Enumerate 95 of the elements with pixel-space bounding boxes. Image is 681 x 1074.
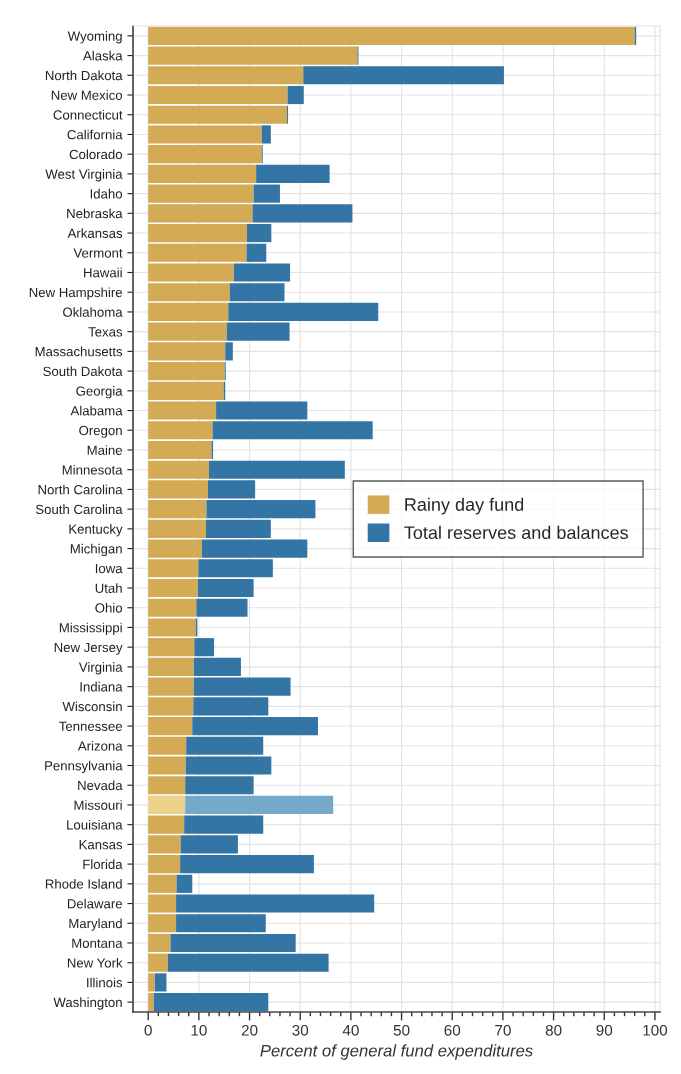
y-tick-label: Kansas <box>79 840 123 850</box>
bar <box>148 795 186 815</box>
bar <box>197 578 254 598</box>
legend-label: Total reserves and balances <box>404 525 628 540</box>
bar <box>205 519 271 538</box>
y-tick-label: Connecticut <box>53 109 123 120</box>
y-tick-label: Louisiana <box>67 819 123 830</box>
y-tick-label: Washington <box>53 997 122 1010</box>
bar <box>287 85 304 105</box>
bar <box>228 302 379 322</box>
y-tick-label: Indiana <box>80 681 123 692</box>
bar <box>148 85 288 105</box>
y-tick-label: Utah <box>95 583 122 593</box>
y-tick-label: Montana <box>72 938 123 948</box>
y-tick-label: Mississippi <box>59 622 122 635</box>
y-tick-label: Iowa <box>95 564 123 574</box>
bar <box>148 716 193 736</box>
y-tick-label: Georgia <box>76 386 123 399</box>
x-tick-label: 70 <box>495 1024 511 1036</box>
y-tick-label: Maine <box>87 445 122 455</box>
y-tick-label: Minnesota <box>62 464 123 475</box>
y-tick-label: Delaware <box>67 898 122 909</box>
y-tick-label: Wisconsin <box>62 701 122 712</box>
y-tick-label: Oregon <box>79 425 122 438</box>
bar <box>148 500 207 519</box>
x-tick-label: 0 <box>144 1024 152 1036</box>
bar <box>206 500 316 519</box>
y-tick-label: New Hampshire <box>29 287 122 300</box>
bar <box>148 519 206 538</box>
y-tick-label: Colorado <box>69 149 123 160</box>
bar <box>148 362 225 381</box>
legend-label: Rainy day fund <box>405 497 524 515</box>
y-tick-label: Pennsylvania <box>45 760 123 774</box>
x-tick-label: 80 <box>545 1024 562 1036</box>
bar <box>153 993 269 1012</box>
bar <box>148 855 181 874</box>
bar <box>148 26 635 45</box>
bar <box>193 657 241 676</box>
y-tick-label: Florida <box>83 859 123 870</box>
bar <box>148 302 229 322</box>
x-tick-label: 60 <box>444 1024 461 1036</box>
y-tick-label: Oklahoma <box>63 307 123 317</box>
x-tick-label: 90 <box>596 1024 613 1036</box>
y-tick-label: Alabama <box>70 405 123 416</box>
y-tick-label: Texas <box>88 327 123 337</box>
y-tick-label: New York <box>67 957 123 968</box>
y-tick-label: South Dakota <box>43 366 123 377</box>
x-tick-label: 100 <box>643 1024 668 1036</box>
bar <box>180 855 314 874</box>
y-tick-label: Missouri <box>74 800 122 810</box>
bar <box>256 164 330 183</box>
y-tick-label: Nebraska <box>67 208 123 219</box>
bar <box>170 933 296 953</box>
x-tick-label: 50 <box>393 1024 410 1036</box>
y-tick-label: West Virginia <box>45 169 123 182</box>
y-tick-label: Rhode Island <box>45 879 122 889</box>
x-tick-label: 20 <box>241 1024 258 1036</box>
y-tick-label: Vermont <box>73 248 123 258</box>
y-tick-label: Nevada <box>78 780 123 791</box>
y-tick-label: Michigan <box>70 543 122 557</box>
y-tick-label: Maryland <box>69 918 122 931</box>
y-tick-label: North Dakota <box>45 70 123 81</box>
y-tick-label: Ohio <box>95 602 123 613</box>
x-axis-title: Percent of general fund expenditures <box>260 1044 533 1060</box>
bar <box>154 973 167 992</box>
bar <box>192 716 318 736</box>
y-tick-label: Alaska <box>83 50 123 61</box>
bar <box>148 993 154 1012</box>
y-tick-label: Arizona <box>77 741 123 751</box>
y-tick-label: New Jersey <box>54 642 123 655</box>
y-tick-label: Massachusetts <box>35 346 123 357</box>
bar <box>148 933 171 953</box>
y-tick-label: Illinois <box>87 977 123 988</box>
x-tick-label: 40 <box>342 1024 359 1036</box>
bar <box>148 578 198 598</box>
y-tick-label: Idaho <box>90 188 123 199</box>
bar <box>148 440 212 460</box>
bar <box>148 657 194 676</box>
y-tick-label: Hawaii <box>84 267 122 278</box>
y-tick-label: Tennessee <box>59 721 122 731</box>
bar <box>167 953 329 972</box>
y-tick-label: New Mexico <box>51 90 123 100</box>
bar <box>247 223 272 243</box>
y-tick-label: Arkansas <box>67 228 123 238</box>
y-tick-label: North Carolina <box>38 484 123 495</box>
y-tick-label: Wyoming <box>67 31 122 44</box>
x-tick-label: 30 <box>292 1024 309 1036</box>
bar <box>148 164 257 183</box>
bar <box>185 795 334 815</box>
y-tick-label: Kentucky <box>69 524 123 537</box>
y-tick-label: California <box>67 129 123 140</box>
bar <box>148 223 248 243</box>
y-tick-label: South Carolina <box>35 504 123 515</box>
y-tick-label: Virginia <box>78 662 123 675</box>
x-tick-label: 10 <box>191 1024 207 1036</box>
